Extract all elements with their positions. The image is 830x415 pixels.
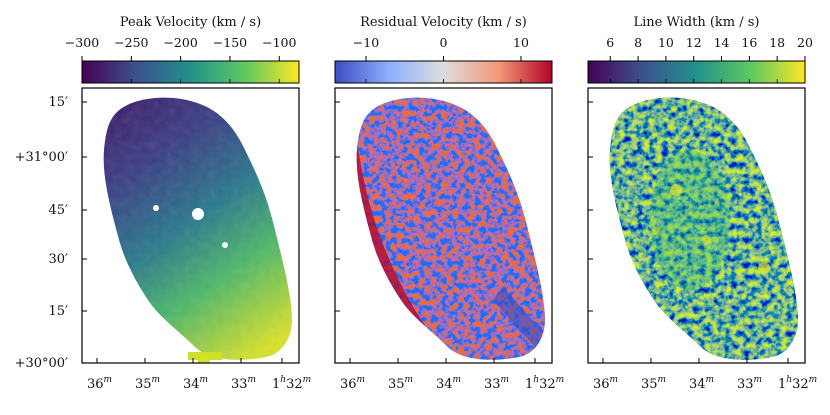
colorbar-tick-label: −10 (353, 35, 379, 50)
ra-tick-label: 36m (340, 375, 365, 392)
peak-velocity-panel (81, 87, 300, 364)
colorbar-tick-label: 0 (440, 35, 448, 50)
ra-tick-label: 33m (231, 375, 256, 392)
map-hole (192, 208, 204, 220)
ra-tick-label: 33m (737, 375, 762, 392)
ra-tick-label: 36m (87, 375, 112, 392)
ra-tick-label: 33m (484, 375, 509, 392)
colorbar-tick-label: −200 (163, 35, 197, 50)
colorbar-label: Residual Velocity (km / s) (360, 15, 527, 30)
panel-frame (587, 87, 806, 364)
colorbar-tick-label: −250 (114, 35, 148, 50)
colorbars: Peak Velocity (km / s) −300 −250 −200 −150 −1… (65, 15, 813, 84)
colorbar-tick-label: 20 (797, 35, 813, 50)
line-width-panel (587, 87, 806, 364)
residual-colorbar: Residual Velocity (km / s) −10 0 10 (334, 15, 553, 84)
ra-tick-label: 35m (388, 375, 413, 392)
ra-tick-label: 34m (436, 375, 461, 392)
colorbar-gradient (81, 60, 300, 84)
dec-tick-label: +31°00′ (15, 150, 68, 165)
colorbar-tick-label: 10 (513, 35, 529, 50)
ra-axis-width: 36m 35m 34m 33m 1h32m (593, 358, 817, 392)
dec-tick-label: 45′ (49, 203, 69, 218)
colorbar-tick-label: 12 (686, 35, 702, 50)
dec-tick-label: 30′ (49, 252, 69, 267)
ra-tick-label: 34m (689, 375, 714, 392)
dec-tick-label: 15′ (49, 304, 69, 319)
panel-frame (81, 87, 300, 364)
colorbar-tick-label: 10 (658, 35, 674, 50)
ra-tick-label: 1h32m (272, 375, 311, 392)
colorbar-gradient (587, 60, 806, 84)
panel-frame (334, 87, 553, 364)
right-ascension-axes: 36m 35m 34m 33m 1h32m 36m 35m 34m 33m 1h32m 36m 35m… (87, 358, 817, 392)
ra-axis-residual: 36m 35m 34m 33m 1h32m (340, 358, 564, 392)
peak-colorbar: Peak Velocity (km / s) −300 −250 −200 −150 −1… (65, 15, 300, 84)
colorbar-tick-label: −150 (213, 35, 247, 50)
dec-tick-label: 15′ (49, 95, 69, 110)
ra-axis-peak: 36m 35m 34m 33m 1h32m (87, 358, 311, 392)
colorbar-tick-label: 6 (606, 35, 614, 50)
colorbar-tick-label: 16 (741, 35, 757, 50)
colorbar-label: Line Width (km / s) (634, 15, 760, 30)
width-colorbar: Line Width (km / s) 6 8 10 12 14 16 18 20 (587, 15, 813, 84)
declination-axis: 15′ +31°00′ 45′ 30′ 15′ +30°00′ (15, 95, 593, 371)
ra-tick-label: 35m (641, 375, 666, 392)
colorbar-tick-label: 14 (714, 35, 730, 50)
ra-tick-label: 1h32m (778, 375, 817, 392)
colorbar-tick-label: −300 (65, 35, 99, 50)
ra-tick-label: 1h32m (525, 375, 564, 392)
colorbar-tick-label: 18 (769, 35, 785, 50)
colorbar-label: Peak Velocity (km / s) (120, 15, 261, 30)
image-panels (81, 87, 806, 364)
residual-velocity-panel (334, 87, 553, 364)
ra-tick-label: 35m (135, 375, 160, 392)
dec-tick-label: +30°00′ (15, 356, 68, 371)
colorbar-tick-label: −100 (262, 35, 296, 50)
colorbar-tick-label: 8 (634, 35, 642, 50)
ra-tick-label: 34m (183, 375, 208, 392)
ra-tick-label: 36m (593, 375, 618, 392)
